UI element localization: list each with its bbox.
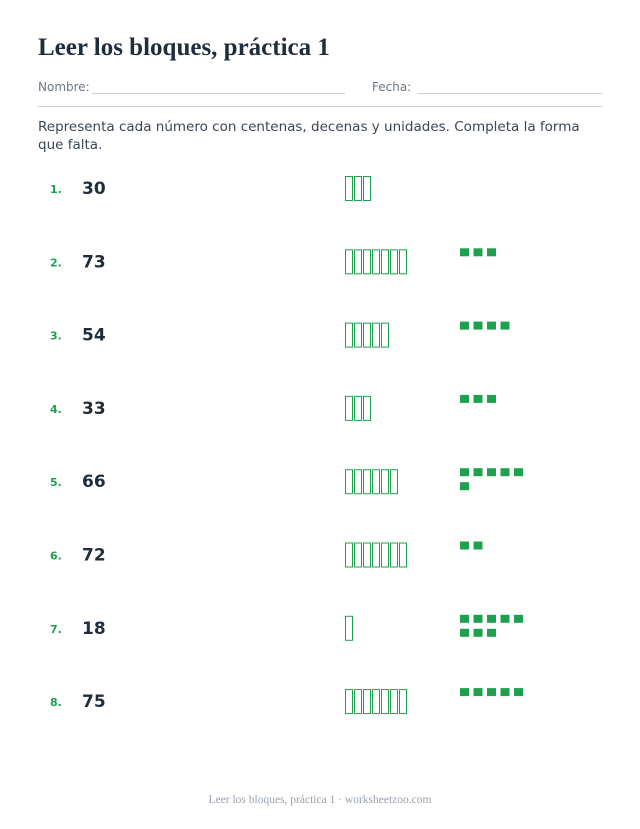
problem-label: 2. xyxy=(50,256,62,269)
ten-rod xyxy=(390,689,398,715)
ten-rod xyxy=(354,542,362,568)
ten-rod xyxy=(381,322,389,348)
ten-rod xyxy=(390,542,398,568)
ten-rod xyxy=(354,469,362,495)
problem-number: 18 xyxy=(82,619,106,639)
divider xyxy=(38,106,602,107)
ten-rod xyxy=(372,469,380,495)
ten-rod xyxy=(345,469,353,495)
unit-cube xyxy=(487,688,496,697)
ten-rod xyxy=(381,542,389,568)
problems: 1. 30 2. 73 3. 54 4. 33 5. 66 6. 72 7. 18 8. 75 xyxy=(50,176,523,715)
problem-label: 4. xyxy=(50,403,62,416)
ten-rod xyxy=(399,542,407,568)
problem-number: 66 xyxy=(82,472,106,492)
unit-cube xyxy=(473,541,483,550)
unit-cube xyxy=(460,541,469,550)
unit-cube xyxy=(487,468,496,477)
problem-label: 8. xyxy=(50,696,62,709)
unit-cube xyxy=(473,321,483,330)
ten-rod xyxy=(399,249,407,275)
ten-rod xyxy=(363,469,371,495)
unit-cube xyxy=(514,614,523,623)
unit-cube xyxy=(500,321,510,330)
ten-rod xyxy=(363,395,371,421)
problem-number: 73 xyxy=(82,252,106,272)
name-label: Nombre: xyxy=(38,80,90,94)
ten-rod xyxy=(372,249,380,275)
ten-rod xyxy=(381,249,389,275)
ten-rod xyxy=(372,542,380,568)
unit-cube xyxy=(460,394,469,403)
problem-number: 72 xyxy=(82,546,106,566)
unit-cube xyxy=(460,248,469,257)
ten-rod xyxy=(354,176,362,201)
problem-number: 33 xyxy=(82,399,106,419)
unit-cube xyxy=(473,614,483,623)
problem-number: 54 xyxy=(82,326,106,346)
unit-cube xyxy=(487,394,496,403)
ten-rod xyxy=(390,249,398,275)
title: Leer los bloques, práctica 1 xyxy=(38,34,330,61)
date-label: Fecha: xyxy=(372,80,412,94)
ten-rod xyxy=(381,689,389,715)
ten-rod xyxy=(363,542,371,568)
ten-rod xyxy=(354,249,362,275)
ten-rod xyxy=(390,469,398,495)
ten-rod xyxy=(345,395,353,421)
unit-cube xyxy=(460,482,469,491)
ten-rod xyxy=(354,689,362,715)
ten-rod xyxy=(345,322,353,348)
ten-rod xyxy=(363,176,371,201)
ten-rod xyxy=(354,395,362,421)
ten-rod xyxy=(363,249,371,275)
ten-rod xyxy=(345,542,353,568)
ten-rod xyxy=(345,249,353,275)
unit-cube xyxy=(487,321,496,330)
ten-rod xyxy=(345,176,353,201)
unit-cube xyxy=(500,468,510,477)
ten-rod xyxy=(354,322,362,348)
problem-label: 1. xyxy=(50,183,62,196)
ten-rod xyxy=(363,689,371,715)
unit-cube xyxy=(500,614,510,623)
problem-number: 30 xyxy=(82,179,106,199)
unit-cube xyxy=(473,468,483,477)
unit-cube xyxy=(460,628,469,637)
problem-label: 6. xyxy=(50,550,62,563)
unit-cube xyxy=(487,628,496,637)
unit-cube xyxy=(473,628,483,637)
name-line xyxy=(92,93,345,94)
ten-rod xyxy=(399,689,407,715)
ten-rod xyxy=(363,322,371,348)
unit-cube xyxy=(514,468,523,477)
instructions: Representa cada número con centenas, dec… xyxy=(38,119,580,153)
unit-cube xyxy=(473,688,483,697)
unit-cube xyxy=(460,468,469,477)
unit-cube xyxy=(487,248,496,257)
unit-cube xyxy=(500,688,510,697)
problem-label: 7. xyxy=(50,623,62,636)
problem-label: 3. xyxy=(50,330,62,343)
ten-rod xyxy=(381,469,389,495)
unit-cube xyxy=(460,614,469,623)
unit-cube xyxy=(473,248,483,257)
ten-rod xyxy=(345,615,353,641)
problem-label: 5. xyxy=(50,476,62,489)
date-line xyxy=(418,93,602,94)
unit-cube xyxy=(514,688,523,697)
ten-rod xyxy=(372,322,380,348)
problem-number: 75 xyxy=(82,692,106,712)
unit-cube xyxy=(473,394,483,403)
ten-rod xyxy=(372,689,380,715)
unit-cube xyxy=(460,688,469,697)
unit-cube xyxy=(460,321,469,330)
unit-cube xyxy=(487,614,496,623)
footer: Leer los bloques, práctica 1 · worksheet… xyxy=(208,794,432,806)
ten-rod xyxy=(345,689,353,715)
